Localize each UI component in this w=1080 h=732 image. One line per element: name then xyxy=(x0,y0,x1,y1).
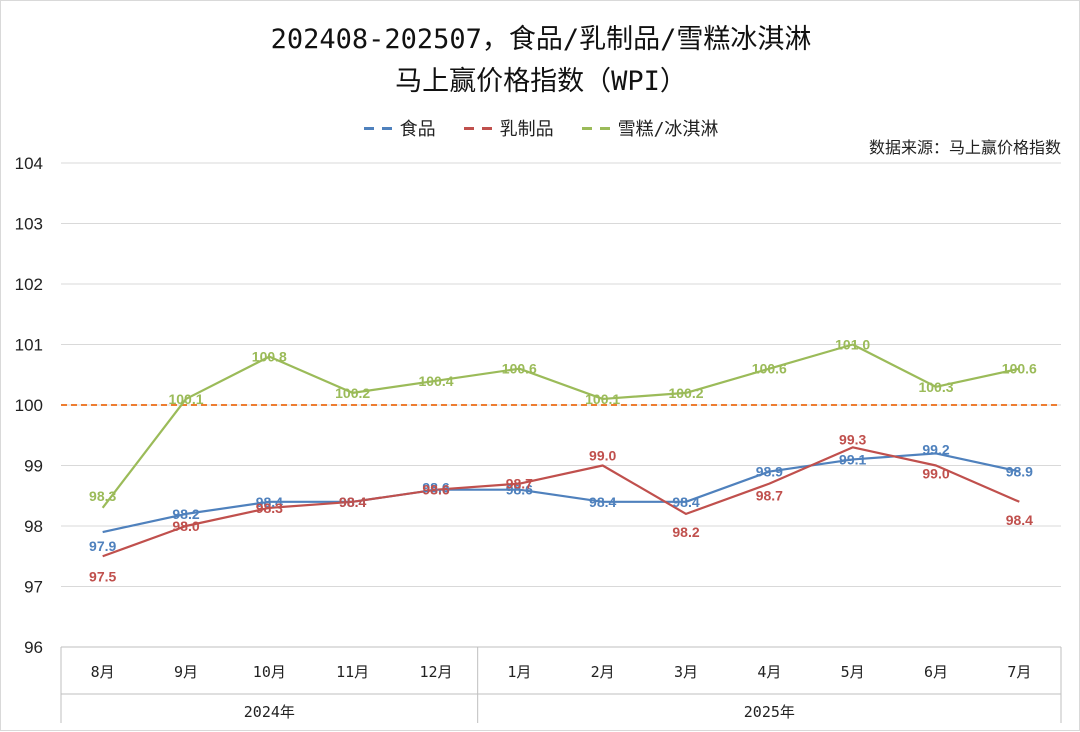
x-tick-label: 3月 xyxy=(674,663,698,681)
legend-item-dairy: 乳制品 xyxy=(463,115,554,141)
data-label: 98.4 xyxy=(672,494,699,510)
legend-dash-icon xyxy=(363,126,394,130)
x-tick-label: 9月 xyxy=(174,663,198,681)
data-label: 98.6 xyxy=(506,482,533,498)
year-label: 2024年 xyxy=(244,703,295,721)
y-tick-label: 104 xyxy=(15,154,43,173)
series-line-1 xyxy=(102,446,1020,558)
data-label: 100.6 xyxy=(1002,361,1037,377)
data-label: 100.8 xyxy=(252,349,287,365)
legend-label: 乳制品 xyxy=(499,119,554,140)
data-label: 99.3 xyxy=(839,431,866,447)
x-tick-label: 8月 xyxy=(91,663,115,681)
chart-title-line1: 202408-202507，食品/乳制品/雪糕冰淇淋 xyxy=(270,24,812,55)
series-line-0 xyxy=(102,452,1020,534)
data-label: 98.3 xyxy=(256,500,283,516)
data-label: 98.7 xyxy=(506,476,533,492)
data-label: 100.2 xyxy=(335,385,370,401)
data-label: 97.5 xyxy=(89,568,116,584)
y-tick-label: 101 xyxy=(15,336,43,355)
series-line-2 xyxy=(101,343,1020,509)
legend-item-food: 食品 xyxy=(363,115,436,141)
x-tick-label: 10月 xyxy=(253,663,286,681)
data-label: 98.3 xyxy=(89,488,116,504)
data-label: 98.9 xyxy=(756,464,783,480)
y-tick-label: 99 xyxy=(24,457,43,476)
data-label: 101.0 xyxy=(835,337,870,353)
data-label: 99.2 xyxy=(922,441,949,457)
data-label: 100.6 xyxy=(752,361,787,377)
legend-dash-icon xyxy=(463,126,494,130)
x-tick-label: 1月 xyxy=(507,663,531,681)
data-label: 100.1 xyxy=(585,391,620,407)
x-tick-label: 6月 xyxy=(924,663,948,681)
x-tick-label: 4月 xyxy=(757,663,781,681)
legend-label: 食品 xyxy=(399,119,436,140)
data-label: 98.4 xyxy=(339,494,366,510)
y-tick-label: 96 xyxy=(24,638,43,657)
legend-label: 雪糕/冰淇淋 xyxy=(617,119,719,140)
data-source: 数据来源：马上赢价格指数 xyxy=(868,138,1061,157)
x-tick-label: 11月 xyxy=(336,663,369,681)
data-label: 99.0 xyxy=(922,466,949,482)
data-label: 100.1 xyxy=(168,391,203,407)
y-tick-label: 100 xyxy=(15,396,43,415)
data-label: 98.4 xyxy=(1006,512,1033,528)
data-label: 100.4 xyxy=(418,373,453,389)
data-label: 100.6 xyxy=(502,361,537,377)
data-label: 98.4 xyxy=(256,494,283,510)
x-tick-label: 5月 xyxy=(841,663,865,681)
data-label: 98.6 xyxy=(422,482,449,498)
legend-dash-icon xyxy=(581,126,612,130)
data-label: 98.6 xyxy=(422,480,449,496)
data-label: 98.9 xyxy=(1006,464,1033,480)
data-label: 98.2 xyxy=(672,524,699,540)
data-label: 99.0 xyxy=(589,448,616,464)
x-tick-label: 7月 xyxy=(1007,663,1031,681)
legend: 食品 乳制品 雪糕/冰淇淋 xyxy=(1,115,1080,141)
data-label: 98.4 xyxy=(339,494,366,510)
data-label: 99.1 xyxy=(839,451,866,467)
data-label: 98.2 xyxy=(172,506,199,522)
data-label: 98.4 xyxy=(589,494,616,510)
year-label: 2025年 xyxy=(744,703,795,721)
data-label: 98.0 xyxy=(172,518,199,534)
legend-item-icecream: 雪糕/冰淇淋 xyxy=(581,115,719,141)
y-tick-label: 102 xyxy=(15,275,43,294)
data-label: 98.7 xyxy=(756,488,783,504)
y-tick-label: 98 xyxy=(24,517,43,536)
x-tick-label: 2月 xyxy=(591,663,615,681)
x-tick-label: 12月 xyxy=(419,663,452,681)
y-tick-label: 97 xyxy=(24,578,43,597)
chart-title-line2: 马上赢价格指数（WPI） xyxy=(395,66,687,97)
y-tick-label: 103 xyxy=(15,215,43,234)
data-label: 100.2 xyxy=(668,385,703,401)
data-label: 100.3 xyxy=(918,379,953,395)
data-label: 97.9 xyxy=(89,538,116,554)
